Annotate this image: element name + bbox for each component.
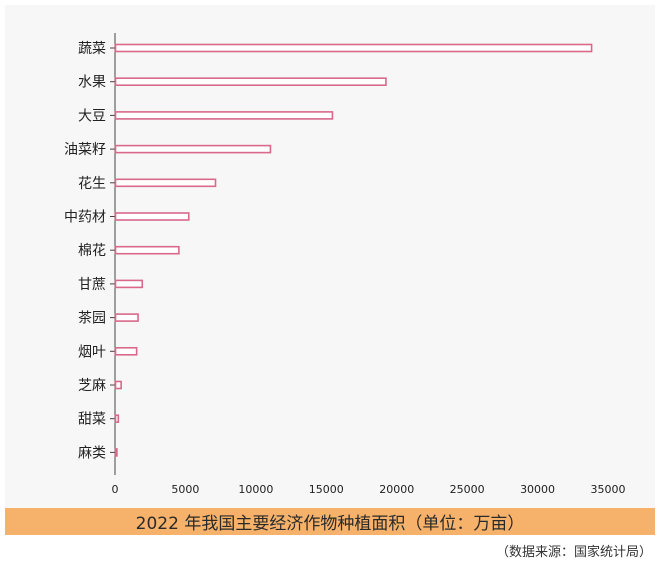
chart-title-band: 2022 年我国主要经济作物种植面积（单位：万亩） bbox=[5, 508, 655, 535]
bar bbox=[114, 313, 139, 322]
chart-area: 蔬菜水果大豆油菜籽花生中药材棉花甘蔗茶园烟叶芝麻甜菜麻类 0 5000 10000 15… bbox=[5, 5, 655, 508]
category-label: 烟叶 bbox=[78, 344, 106, 360]
bar bbox=[114, 448, 118, 457]
x-tick-label: 5000 bbox=[171, 483, 199, 496]
bar bbox=[114, 77, 387, 86]
category-label: 花生 bbox=[78, 176, 106, 192]
category-label: 甜菜 bbox=[78, 412, 106, 428]
category-label: 大豆 bbox=[78, 108, 106, 124]
source-note: （数据来源：国家统计局） bbox=[495, 545, 652, 560]
x-tick-label: 30000 bbox=[520, 483, 555, 496]
x-tick-label: 15000 bbox=[309, 483, 344, 496]
category-label: 油菜籽 bbox=[64, 142, 106, 158]
bar bbox=[114, 380, 122, 390]
x-tick-label: 0 bbox=[112, 483, 119, 496]
bar bbox=[114, 178, 217, 188]
bar bbox=[114, 111, 334, 120]
category-label: 棉花 bbox=[78, 242, 106, 259]
category-label: 茶园 bbox=[78, 311, 106, 327]
bar bbox=[114, 245, 180, 255]
bar bbox=[114, 346, 138, 356]
category-label: 水果 bbox=[78, 75, 106, 91]
category-label: 甘蔗 bbox=[78, 277, 106, 293]
category-label: 中药材 bbox=[64, 210, 106, 226]
bar bbox=[114, 144, 272, 154]
bar bbox=[114, 279, 144, 289]
bar bbox=[114, 414, 120, 424]
bar bbox=[114, 212, 190, 221]
x-tick-label: 10000 bbox=[238, 483, 273, 496]
chart-title: 2022 年我国主要经济作物种植面积（单位：万亩） bbox=[135, 514, 525, 534]
category-label: 芝麻 bbox=[78, 378, 106, 394]
bar bbox=[114, 43, 593, 53]
x-tick-label: 25000 bbox=[450, 483, 485, 496]
x-tick-label: 20000 bbox=[379, 483, 414, 496]
category-label: 麻类 bbox=[78, 445, 106, 461]
category-label: 蔬菜 bbox=[78, 41, 106, 57]
x-tick-label: 35000 bbox=[591, 483, 626, 496]
